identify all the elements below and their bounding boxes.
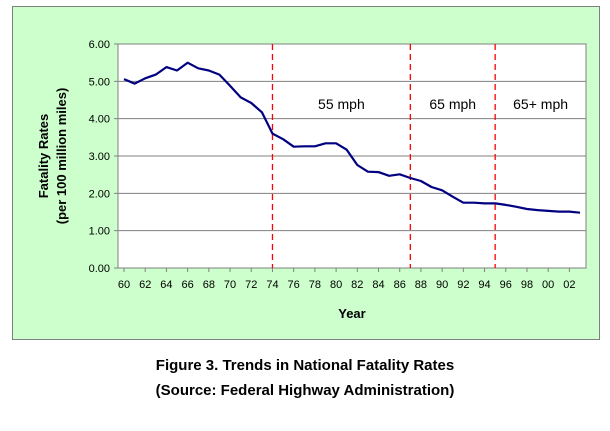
fatality-rate-chart: 55 mph 65 mph 65+ mph 0.00 1.00 2.00 3.00 4.00… [36, 39, 587, 321]
x-tick-label: 64 [160, 279, 172, 291]
x-tick-label: 80 [330, 279, 342, 291]
x-tick-label: 82 [351, 279, 363, 291]
x-tick-label: 60 [118, 279, 130, 291]
x-tick-label: 78 [309, 279, 321, 291]
x-axis-title: Year [338, 306, 365, 321]
x-tick-label: 00 [542, 279, 554, 291]
x-tick-label: 70 [224, 279, 236, 291]
y-tick-label: 4.00 [89, 114, 110, 126]
y-tick-label: 2.00 [89, 188, 110, 200]
speed-limit-label: 55 mph [318, 96, 365, 112]
x-tick-label: 98 [521, 279, 533, 291]
grid-lines [118, 80, 586, 232]
series-layer [123, 61, 581, 214]
chart-frame: 55 mph 65 mph 65+ mph 0.00 1.00 2.00 3.00 4.00… [12, 6, 600, 340]
x-tick-label: 02 [563, 279, 575, 291]
x-tick-label: 62 [139, 279, 151, 291]
speed-limit-markers: 55 mph 65 mph 65+ mph [271, 44, 568, 268]
y-axis-title-line-1: Fatality Rates [36, 114, 51, 199]
x-tick-label: 84 [372, 279, 384, 291]
figure-source: (Source: Federal Highway Administration) [155, 382, 455, 399]
figure-caption: Figure 3. Trends in National Fatality Ra… [155, 357, 455, 374]
x-axis-ticks: 60 62 64 66 68 70 72 74 76 78 80 82 84 86 88 90 92 94 96 98… [118, 268, 576, 291]
y-tick-label: 0.00 [89, 263, 110, 275]
y-tick-label: 1.00 [89, 226, 110, 238]
speed-limit-label: 65 mph [429, 96, 476, 112]
x-tick-label: 68 [203, 279, 215, 291]
y-axis-title-line-2: (per 100 million miles) [54, 88, 69, 225]
x-tick-label: 72 [245, 279, 257, 291]
fatality-rate-line [123, 61, 581, 214]
x-tick-label: 86 [394, 279, 406, 291]
y-tick-label: 3.00 [89, 151, 110, 163]
y-axis-ticks: 0.00 1.00 2.00 3.00 4.00 5.00 6.00 [89, 39, 118, 275]
x-tick-label: 76 [288, 279, 300, 291]
y-tick-label: 5.00 [89, 76, 110, 88]
x-tick-label: 96 [500, 279, 512, 291]
speed-limit-label: 65+ mph [513, 96, 568, 112]
x-tick-label: 92 [457, 279, 469, 291]
x-tick-label: 94 [478, 279, 490, 291]
y-tick-label: 6.00 [89, 39, 110, 51]
x-tick-label: 88 [415, 279, 427, 291]
x-tick-label: 90 [436, 279, 448, 291]
x-tick-label: 74 [266, 279, 278, 291]
x-tick-label: 66 [182, 279, 194, 291]
